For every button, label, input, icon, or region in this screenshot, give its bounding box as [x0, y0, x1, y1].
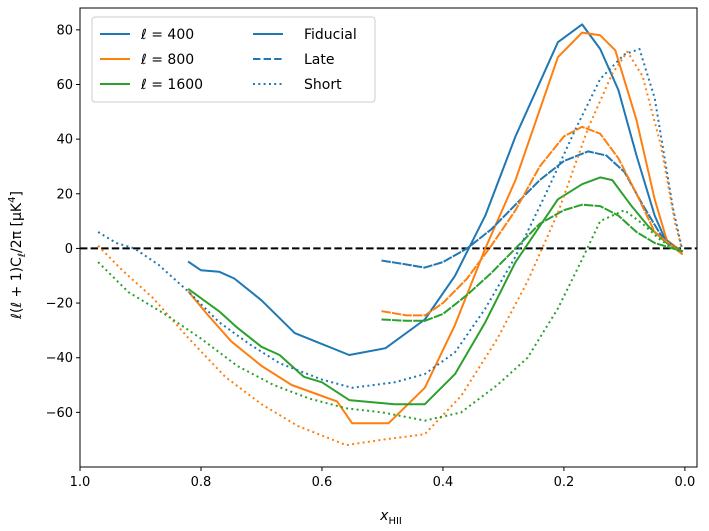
x-tick-label: 0.4: [433, 475, 454, 490]
legend-label: ℓ = 800: [140, 52, 194, 68]
series-line-1: [187, 23, 684, 356]
y-axis-label-sub: ℓ: [17, 253, 28, 257]
axes-frame: [79, 7, 698, 468]
y-axis-label: ℓ(ℓ + 1)Cℓ/2π [μK4]: [7, 191, 28, 320]
legend-label: ℓ = 400: [140, 27, 194, 43]
series-line-2: [187, 31, 684, 425]
x-axis-label: xHII: [379, 508, 402, 527]
x-tick-label: 0.8: [191, 475, 212, 490]
y-axis-label-main: ℓ(ℓ + 1)C: [9, 257, 25, 320]
svg-text:xHII: xHII: [379, 508, 402, 527]
x-axis-label-subscript: HII: [388, 516, 401, 527]
y-tick-label: 80: [56, 23, 73, 38]
y-axis-label-sup: 4: [7, 197, 18, 203]
plot-area: [80, 23, 697, 447]
legend-label: Fiducial: [304, 27, 357, 43]
series-line-7: [97, 48, 683, 389]
y-tick-label: −20: [46, 297, 73, 312]
y-tick-label: 40: [56, 133, 73, 148]
x-axis-label-main: x: [379, 508, 389, 524]
x-tick-label: 0.0: [675, 475, 696, 490]
series-line-6: [381, 203, 684, 322]
y-tick-label: −60: [46, 406, 73, 421]
legend: ℓ = 400 ℓ = 800 ℓ = 1600 Fiducial Late Short: [91, 16, 376, 103]
legend-label: Short: [304, 77, 342, 93]
x-tick-label: 1.0: [70, 475, 91, 490]
series-line-5: [381, 125, 684, 317]
y-tick-label: 20: [56, 187, 73, 202]
x-tick-label: 0.2: [554, 475, 575, 490]
series-line-3: [187, 176, 684, 406]
legend-label: Late: [304, 52, 334, 68]
legend-label: ℓ = 1600: [140, 77, 203, 93]
y-tick-label: −40: [46, 351, 73, 366]
y-axis-label-end: ]: [9, 191, 25, 196]
y-tick-label: 0: [65, 242, 73, 257]
svg-text:ℓ(ℓ + 1)Cℓ/2π [μK4]: ℓ(ℓ + 1)Cℓ/2π [μK4]: [7, 191, 28, 320]
y-axis-label-mid: /2π [μK: [9, 202, 25, 253]
legend-frame: [91, 16, 376, 103]
y-tick-label: 60: [56, 78, 73, 93]
axes: 1.0 0.8 0.6 0.4 0.2 0.0 −60 −40 −20 0 20 40 60 80: [46, 7, 698, 490]
x-tick-label: 0.6: [312, 475, 333, 490]
